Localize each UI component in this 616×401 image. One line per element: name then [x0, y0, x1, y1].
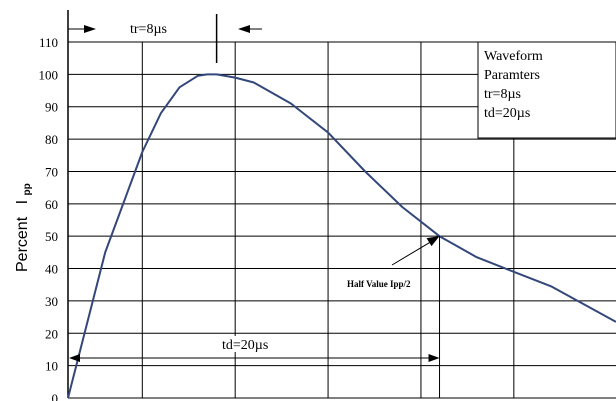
y-tick-label: 100 — [39, 67, 59, 82]
half-value-label: Half Value Ipp/2 — [347, 279, 411, 289]
y-tick-labels: 0 10 20 30 40 50 60 70 80 90 100 110 — [39, 35, 59, 401]
y-tick-label: 40 — [45, 262, 58, 277]
annotations: tr=8µs td=20µs Half Value Ipp/2 — [68, 14, 441, 398]
y-tick-label: 60 — [45, 197, 58, 212]
parameter-box-border — [477, 41, 616, 139]
tr-label: tr=8µs — [130, 22, 167, 37]
series — [67, 73, 616, 399]
td-label-bg — [212, 336, 292, 352]
y-axis-label-symbol: I — [14, 200, 31, 204]
td-right-arrowhead — [428, 354, 440, 362]
half-value-arrowhead — [426, 236, 440, 247]
y-tick-label: 10 — [45, 359, 58, 374]
y-tick-label: 90 — [45, 100, 58, 115]
y-tick-label: 30 — [45, 294, 58, 309]
parameter-box-line: Paramters — [484, 68, 540, 83]
td-left-arrowhead — [69, 354, 80, 362]
half-value-pointer — [391, 239, 434, 266]
td-label: td=20µs — [222, 338, 268, 353]
tr-left-arrowhead — [84, 25, 96, 33]
parameter-box: Waveform Paramters tr=8µs td=20µs — [477, 41, 616, 139]
y-tick-label: 50 — [45, 229, 58, 244]
y-axis-label: Percent I pp — [14, 183, 33, 272]
y-axis-label-subscript: pp — [22, 183, 33, 195]
y-tick-label: 0 — [52, 391, 59, 401]
parameter-box-line: td=20µs — [484, 106, 530, 121]
parameter-box-line: tr=8µs — [484, 87, 521, 102]
y-tick-label: 20 — [45, 326, 58, 341]
y-tick-label: 80 — [45, 132, 58, 147]
y-tick-label: 110 — [39, 35, 58, 50]
tr-right-arrowhead — [238, 25, 250, 33]
waveform-line — [67, 73, 616, 399]
y-axis-label-text: Percent — [14, 216, 31, 272]
y-tick-label: 70 — [45, 164, 58, 179]
parameter-box-line: Waveform — [484, 49, 543, 64]
